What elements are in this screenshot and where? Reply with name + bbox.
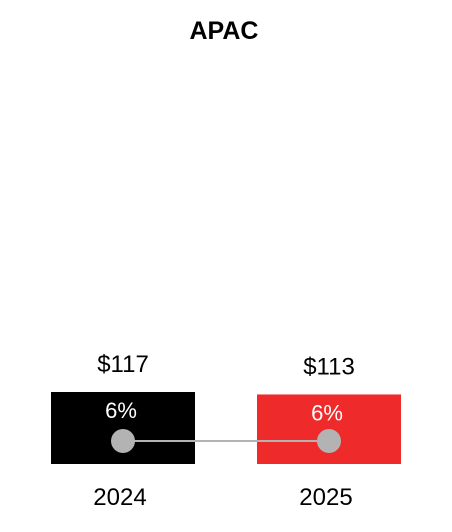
labels-group: $117 6% 2024 $113 6% 2025 bbox=[93, 351, 355, 511]
percent-label-2024: 6% bbox=[105, 398, 137, 423]
chart-title: APAC bbox=[190, 17, 259, 45]
connector-group bbox=[111, 429, 341, 453]
marker-2025 bbox=[317, 429, 341, 453]
value-label-2024: $117 bbox=[97, 351, 149, 378]
value-label-2025: $113 bbox=[303, 353, 355, 380]
percent-label-2025: 6% bbox=[311, 400, 343, 425]
marker-2024 bbox=[111, 429, 135, 453]
bars-group bbox=[51, 392, 401, 464]
category-label-2024: 2024 bbox=[93, 484, 146, 511]
category-label-2025: 2025 bbox=[299, 484, 352, 511]
